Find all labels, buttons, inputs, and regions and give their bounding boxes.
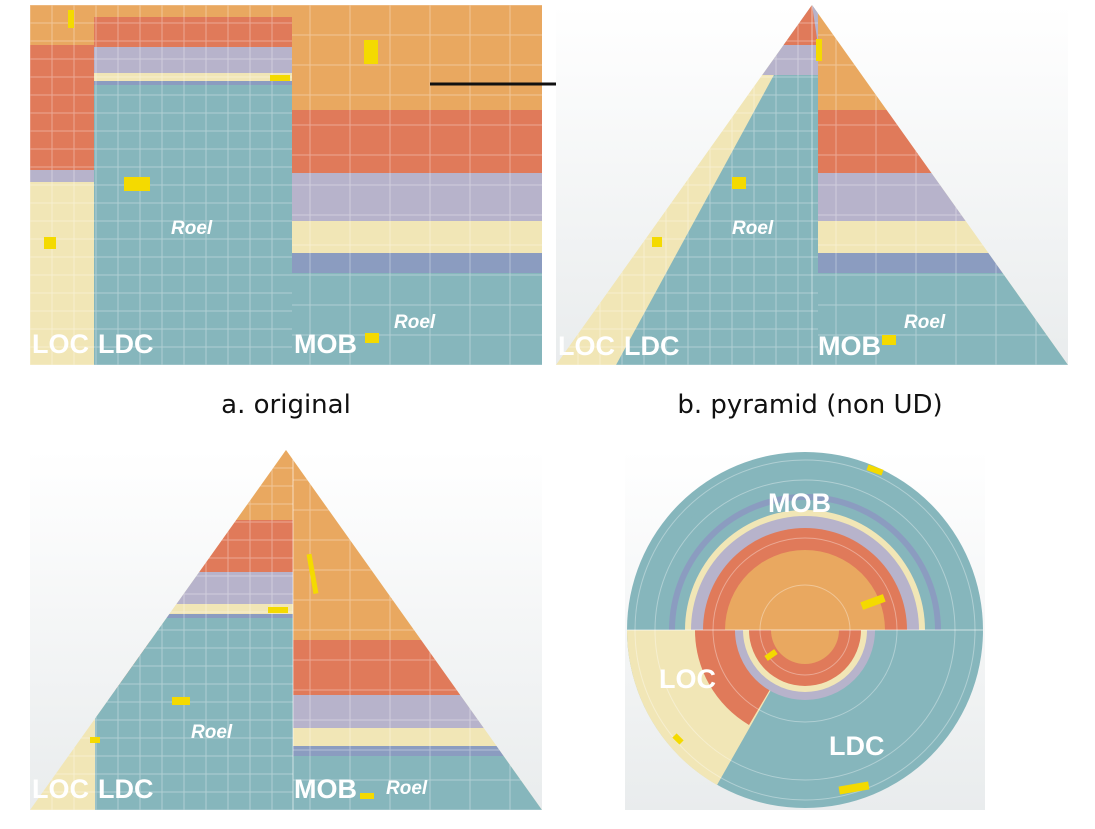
label-ldc: LDC <box>624 331 680 361</box>
label-roel-ldc: Roel <box>191 722 233 743</box>
label-mob: MOB <box>768 488 831 518</box>
label-mob: MOB <box>294 774 357 804</box>
panel-pyramid-non-ud: LOC LDC MOB Roel Roel <box>556 5 1068 365</box>
panel-original: LOC LDC MOB Roel Roel <box>30 5 542 365</box>
radial-layout: MOB LOC LDC <box>625 450 985 810</box>
label-roel-ldc: Roel <box>732 218 774 239</box>
panel-pyramid: LOC LDC MOB Roel Roel <box>30 450 542 810</box>
label-roel-mob: Roel <box>904 312 946 333</box>
panel-radial: MOB LOC LDC <box>625 450 985 810</box>
label-loc: LOC <box>558 331 615 361</box>
pyramid-ud: LOC LDC MOB Roel Roel <box>30 450 542 810</box>
caption-pyramid-non-ud: b. pyramid (non UD) <box>677 390 943 420</box>
label-roel-mob: Roel <box>394 312 436 333</box>
caption-original: a. original <box>221 390 351 420</box>
label-ldc: LDC <box>829 731 885 761</box>
label-loc: LOC <box>32 774 89 804</box>
label-ldc: LDC <box>98 774 154 804</box>
pyramid-non-ud: LOC LDC MOB Roel Roel <box>556 5 1068 365</box>
label-mob: MOB <box>294 329 357 359</box>
label-loc: LOC <box>659 664 716 694</box>
treemap-original: LOC LDC MOB Roel Roel <box>30 5 542 365</box>
label-loc: LOC <box>32 329 89 359</box>
label-roel-ldc: Roel <box>171 218 213 239</box>
label-ldc: LDC <box>98 329 154 359</box>
label-mob: MOB <box>818 331 881 361</box>
label-roel-mob: Roel <box>386 778 428 799</box>
